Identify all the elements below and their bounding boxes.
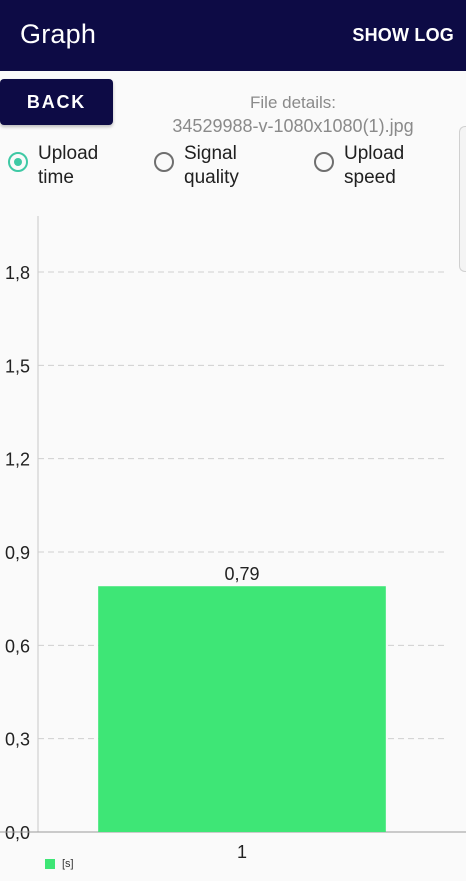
- file-name: 34529988-v-1080x1080(1).jpg: [172, 116, 414, 136]
- radio-unchecked-icon[interactable]: [314, 152, 334, 172]
- legend-swatch: [45, 859, 55, 869]
- show-log-button[interactable]: SHOW LOG: [352, 25, 454, 45]
- scroll-indicator[interactable]: [459, 126, 466, 272]
- bar: [98, 586, 386, 832]
- file-details-label: File details:: [250, 93, 336, 112]
- radio-unchecked-icon[interactable]: [154, 152, 174, 172]
- bar-value-label: 0,79: [224, 564, 259, 584]
- radio-signal-quality[interactable]: Signal quality: [154, 142, 239, 190]
- radio-upload-speed[interactable]: Upload speed: [314, 142, 404, 190]
- radio-upload-time[interactable]: Upload time: [8, 142, 98, 190]
- x-tick-label: 1: [237, 842, 247, 858]
- y-tick-label: 1,5: [5, 356, 30, 376]
- page-title: Graph: [20, 19, 97, 49]
- legend-label: [s]: [62, 858, 74, 870]
- radio-upload-time-label: Upload time: [38, 143, 99, 188]
- radio-upload-speed-label: Upload speed: [344, 143, 405, 188]
- radio-checked-icon[interactable]: [8, 152, 28, 172]
- y-tick-label: 1,8: [5, 263, 30, 283]
- bar-chart: 0,0 0,3 0,6 0,9 1,2 1,5 1,8 0,79 1: [0, 216, 466, 858]
- radio-signal-quality-label: Signal quality: [184, 143, 239, 188]
- y-tick-label: 0,3: [5, 730, 30, 750]
- chart-legend: [s]: [45, 858, 74, 870]
- y-tick-label: 0,9: [5, 543, 30, 563]
- back-button[interactable]: BACK: [0, 79, 113, 125]
- y-tick-label: 1,2: [5, 450, 30, 470]
- y-tick-label: 0,0: [5, 823, 30, 843]
- app-bar: Graph SHOW LOG: [0, 0, 466, 71]
- y-tick-label: 0,6: [5, 636, 30, 656]
